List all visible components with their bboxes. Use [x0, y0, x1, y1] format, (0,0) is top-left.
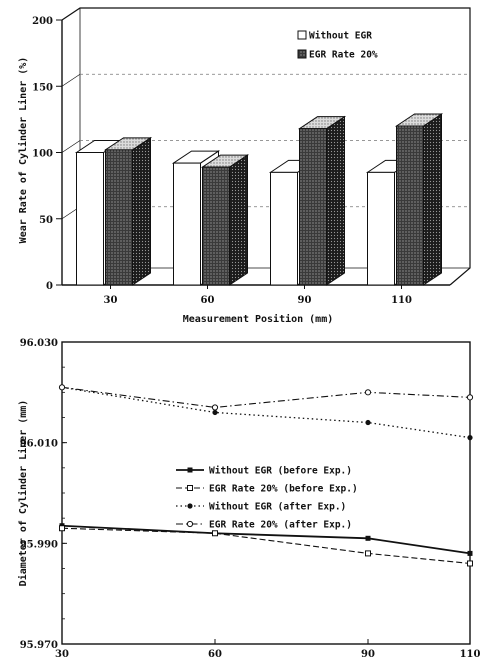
legend-label-without-egr: Without EGR [309, 31, 372, 42]
line-legend-entry-1: EGR Rate 20% (before Exp.) [176, 484, 358, 495]
line-legend-entry-0: Without EGR (before Exp.) [176, 466, 352, 477]
bar-front-face [396, 125, 424, 286]
line-series-1 [59, 525, 473, 567]
line-x-tick-label-2: 90 [361, 649, 375, 658]
line-point-1-3 [467, 560, 473, 567]
bar-90-egr-20 [297, 115, 347, 286]
bar-110-egr-20 [394, 113, 444, 286]
line-point-1-1 [212, 530, 218, 537]
bar-y-tick-label-0: 0 [46, 281, 53, 292]
line-legend-marker-3 [186, 520, 194, 528]
line-x-tick-label-0: 30 [55, 649, 69, 658]
bar-chart-bars [74, 113, 444, 286]
bar-side-face [229, 154, 248, 286]
line-point-0-3 [467, 550, 473, 556]
line-chart-legend: Without EGR (before Exp.) EGR Rate 20% (b… [176, 466, 358, 531]
line-legend-label-2: Without EGR (after Exp.) [209, 502, 346, 513]
line-point-2-1 [212, 409, 218, 416]
bar-grid-diag-2 [61, 140, 81, 153]
line-chart-y-ticks: 96.030 96.010 95.990 95.970 [20, 338, 67, 651]
bar-side-face [326, 115, 345, 286]
line-point-3-0 [58, 384, 66, 391]
line-x-tick-label-3: 110 [460, 649, 481, 658]
line-chart-y-axis-label: Diameter of Cylinder Liner (mm) [17, 400, 29, 587]
bar-60-egr-20 [200, 154, 250, 286]
line-path-3 [61, 386, 471, 408]
line-chart-x-ticks: 30 60 90 110 [55, 639, 480, 658]
line-path-1 [61, 527, 471, 565]
line-legend-entry-3: EGR Rate 20% (after Exp.) [176, 520, 352, 531]
line-legend-label-3: EGR Rate 20% (after Exp.) [209, 520, 352, 531]
line-y-tick-label-2: 95.990 [20, 539, 58, 550]
bar-front-face [367, 171, 395, 286]
legend-swatch-egr-20 [297, 49, 307, 59]
legend-label-egr-20: EGR Rate 20% [309, 50, 378, 61]
bar-front-face [270, 171, 298, 286]
line-point-2-2 [365, 419, 371, 426]
bar-front-face [76, 152, 104, 286]
bar-chart-x-ticks: 30 60 90 110 [104, 285, 412, 306]
bar-chart-y-ticks: 0 50 100 150 200 [32, 16, 62, 292]
line-point-2-3 [467, 435, 473, 441]
line-legend-entry-2: Without EGR (after Exp.) [176, 502, 346, 513]
bar-x-tick-label-3: 110 [391, 295, 412, 306]
line-point-1-0 [59, 525, 65, 532]
bar-y-tick-label-3: 150 [32, 82, 53, 93]
line-legend-label-0: Without EGR (before Exp.) [209, 466, 352, 477]
line-legend-label-1: EGR Rate 20% (before Exp.) [209, 484, 358, 495]
line-series-2 [59, 384, 473, 441]
bar-front-face [173, 162, 201, 286]
bar-y-tick-label-2: 100 [32, 149, 53, 160]
line-path-2 [61, 386, 471, 439]
bar-grid-diag-3 [61, 73, 81, 87]
line-point-3-2 [364, 389, 372, 396]
bar-front-face [105, 149, 133, 286]
line-y-tick-label-1: 96.010 [20, 439, 58, 450]
bar-y-tick-label-1: 50 [39, 215, 53, 226]
bar-chart-x-axis-label: Measurement Position (mm) [183, 313, 334, 325]
line-legend-marker-2 [187, 503, 193, 509]
line-path-0 [61, 524, 471, 555]
line-x-tick-label-1: 60 [208, 649, 222, 658]
line-point-1-2 [365, 550, 371, 557]
bar-side-face [423, 113, 442, 286]
bar-chart-y-axis-label: Wear Rate of Cylinder Liner (%) [17, 57, 29, 244]
line-legend-marker-1 [187, 485, 193, 491]
line-chart-series [58, 384, 474, 567]
bar-y-tick-label-4: 200 [32, 16, 53, 27]
legend-swatch-without-egr [297, 30, 307, 40]
bar-30-egr-20 [103, 136, 153, 286]
line-y-tick-label-0: 96.030 [20, 338, 58, 349]
bar-front-face [299, 128, 327, 286]
bar-chart-legend: Without EGR EGR Rate 20% [297, 30, 378, 61]
line-point-3-1 [211, 404, 219, 411]
line-y-tick-label-3: 95.970 [20, 640, 58, 651]
bar-x-tick-label-0: 30 [104, 295, 118, 306]
line-series-3 [58, 384, 474, 411]
bar-x-tick-label-1: 60 [201, 295, 215, 306]
line-legend-marker-0 [187, 467, 193, 473]
bar-front-face [202, 166, 230, 286]
bar-x-tick-label-2: 90 [298, 295, 312, 306]
line-point-0-2 [365, 535, 371, 541]
bar-side-face [132, 136, 151, 286]
line-chart: 96.030 96.010 95.990 95.970 30 60 90 110 Diame… [17, 338, 480, 658]
line-point-3-3 [466, 394, 474, 401]
bar-chart: 0 50 100 150 200 30 60 90 110 Wear Rate of Cyli… [17, 7, 471, 325]
